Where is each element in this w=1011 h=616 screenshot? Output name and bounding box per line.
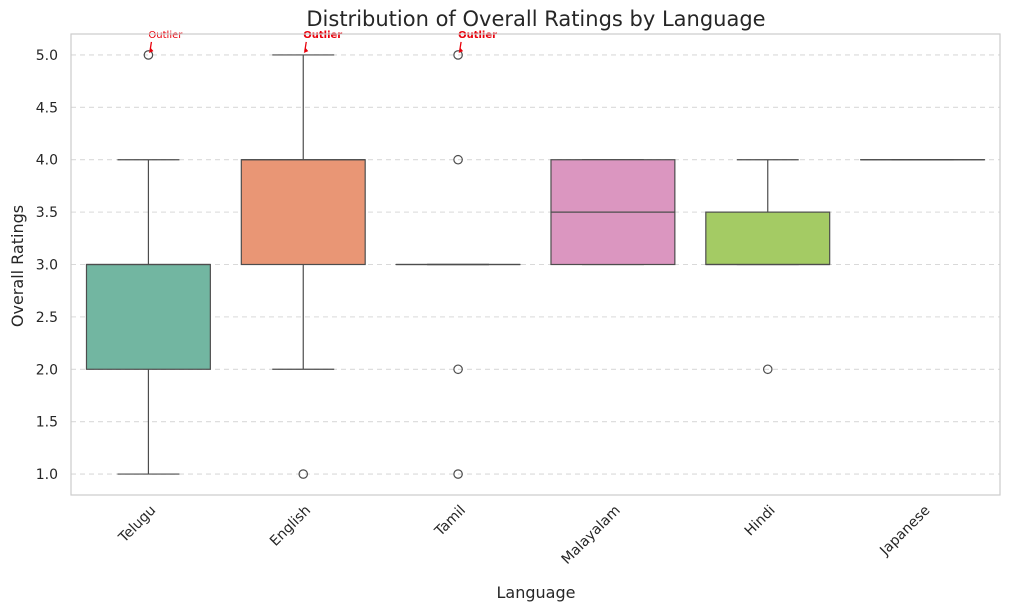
y-tick-label: 3.5: [36, 205, 58, 221]
annotation-label: Outlier: [303, 30, 342, 41]
x-axis-ticks: Telugu English Tamil Malayalam Hindi Japanese: [115, 503, 933, 568]
y-axis-label: Overall Ratings: [8, 205, 27, 327]
box-english: [241, 55, 365, 478]
iqr-box: [86, 265, 210, 370]
iqr-box: [241, 160, 365, 265]
y-tick-label: 3.0: [36, 258, 58, 274]
y-tick-label: 4.0: [36, 153, 58, 169]
x-tick-label: Telugu: [115, 503, 159, 547]
x-axis-label: Language: [497, 583, 576, 602]
iqr-box: [706, 212, 830, 264]
x-tick-label: Tamil: [431, 503, 469, 541]
x-tick-label: Hindi: [742, 503, 779, 540]
y-tick-label: 1.0: [36, 467, 58, 483]
x-tick-label: Japanese: [876, 503, 933, 560]
y-tick-label: 1.5: [36, 415, 58, 431]
y-axis-ticks: 1.0 1.5 2.0 2.5 3.0 3.5 4.0 4.5 5.0: [36, 48, 58, 483]
box-tamil: [396, 51, 520, 478]
y-tick-label: 2.5: [36, 310, 58, 326]
x-tick-label: English: [267, 503, 314, 550]
y-tick-label: 2.0: [36, 362, 58, 378]
annotation-label: Outlier: [148, 30, 183, 41]
y-tick-label: 5.0: [36, 48, 58, 64]
y-tick-label: 4.5: [36, 100, 58, 116]
annotation-label: Outlier: [458, 30, 497, 41]
box-hindi: [706, 160, 830, 374]
box-malayalam: [551, 160, 675, 265]
box-telugu: [86, 51, 210, 474]
chart-title: Distribution of Overall Ratings by Langu…: [306, 7, 765, 31]
x-tick-label: Malayalam: [559, 503, 624, 568]
